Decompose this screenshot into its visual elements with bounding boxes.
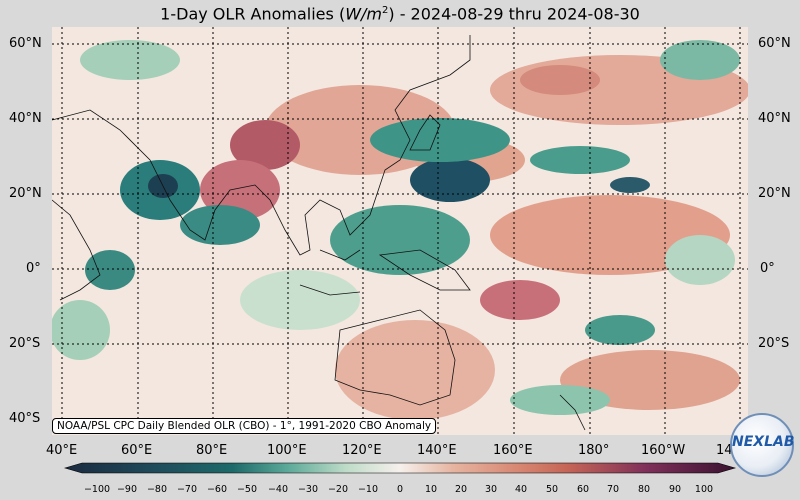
colorbar-tick: −40 xyxy=(267,484,289,495)
coastlines xyxy=(52,35,586,431)
lat-label-right: 20°N xyxy=(758,186,791,201)
colorbar-tick: −50 xyxy=(236,484,258,495)
lat-label-left: 0° xyxy=(26,261,41,276)
lon-label: 80°E xyxy=(196,443,228,458)
lat-label-left: 20°S xyxy=(9,336,41,351)
anomaly-field xyxy=(52,27,748,435)
colorbar-tick: 40 xyxy=(514,484,528,495)
lat-label-right: 60°N xyxy=(758,36,791,51)
lon-label: 60°E xyxy=(121,443,153,458)
lat-label-left: 20°N xyxy=(9,186,42,201)
colorbar-tick: −80 xyxy=(146,484,168,495)
colorbar-tick: 30 xyxy=(484,484,498,495)
lat-label-left: 40°S xyxy=(9,411,41,426)
colorbar-tick: −100 xyxy=(83,484,111,495)
lat-label-left: 60°N xyxy=(9,36,42,51)
lon-label: 140°E xyxy=(417,443,457,458)
colorbar-tick: 100 xyxy=(694,484,714,495)
colorbar-tick: 10 xyxy=(424,484,438,495)
title-unit: W/m xyxy=(345,4,382,24)
colorbar-tick: 70 xyxy=(606,484,620,495)
colorbar-tick: −20 xyxy=(327,484,349,495)
colorbar-tick: −10 xyxy=(357,484,379,495)
nexlab-logo: NEXLAB xyxy=(730,413,795,477)
colorbar-tick: 90 xyxy=(668,484,682,495)
lon-label: 120°E xyxy=(342,443,382,458)
title-suffix: ) - 2024-08-29 thru 2024-08-30 xyxy=(388,4,640,24)
data-source-note: NOAA/PSL CPC Daily Blended OLR (CBO) - 1… xyxy=(52,418,437,434)
title-unit-exponent: 2 xyxy=(381,5,389,16)
lat-label-left: 40°N xyxy=(9,111,42,126)
lon-label: 160°W xyxy=(641,443,686,458)
title-prefix: 1-Day OLR Anomalies ( xyxy=(160,4,346,24)
lon-label: 40°E xyxy=(46,443,78,458)
colorbar-tick: 60 xyxy=(576,484,590,495)
colorbar-tick: 0 xyxy=(396,484,404,495)
colorbar-tick: 80 xyxy=(637,484,651,495)
graticule xyxy=(52,27,748,435)
colorbar-tick: −70 xyxy=(176,484,198,495)
lat-label-right: 0° xyxy=(760,261,775,276)
lon-label: 160°E xyxy=(493,443,533,458)
colorbar-tick: −60 xyxy=(206,484,228,495)
colorbar-tick: −30 xyxy=(297,484,319,495)
lon-label: 100°E xyxy=(267,443,307,458)
colorbar-tick: 50 xyxy=(545,484,559,495)
colorbar-tick: 20 xyxy=(454,484,468,495)
map-title: 1-Day OLR Anomalies (W/m2) - 2024-08-29 … xyxy=(0,0,800,25)
colorbar xyxy=(63,462,737,474)
lat-label-right: 20°S xyxy=(758,336,790,351)
colorbar-tick: −90 xyxy=(116,484,138,495)
logo-text: NEXLAB xyxy=(732,434,795,450)
lat-label-right: 40°N xyxy=(758,111,791,126)
lon-label: 180° xyxy=(578,443,610,458)
